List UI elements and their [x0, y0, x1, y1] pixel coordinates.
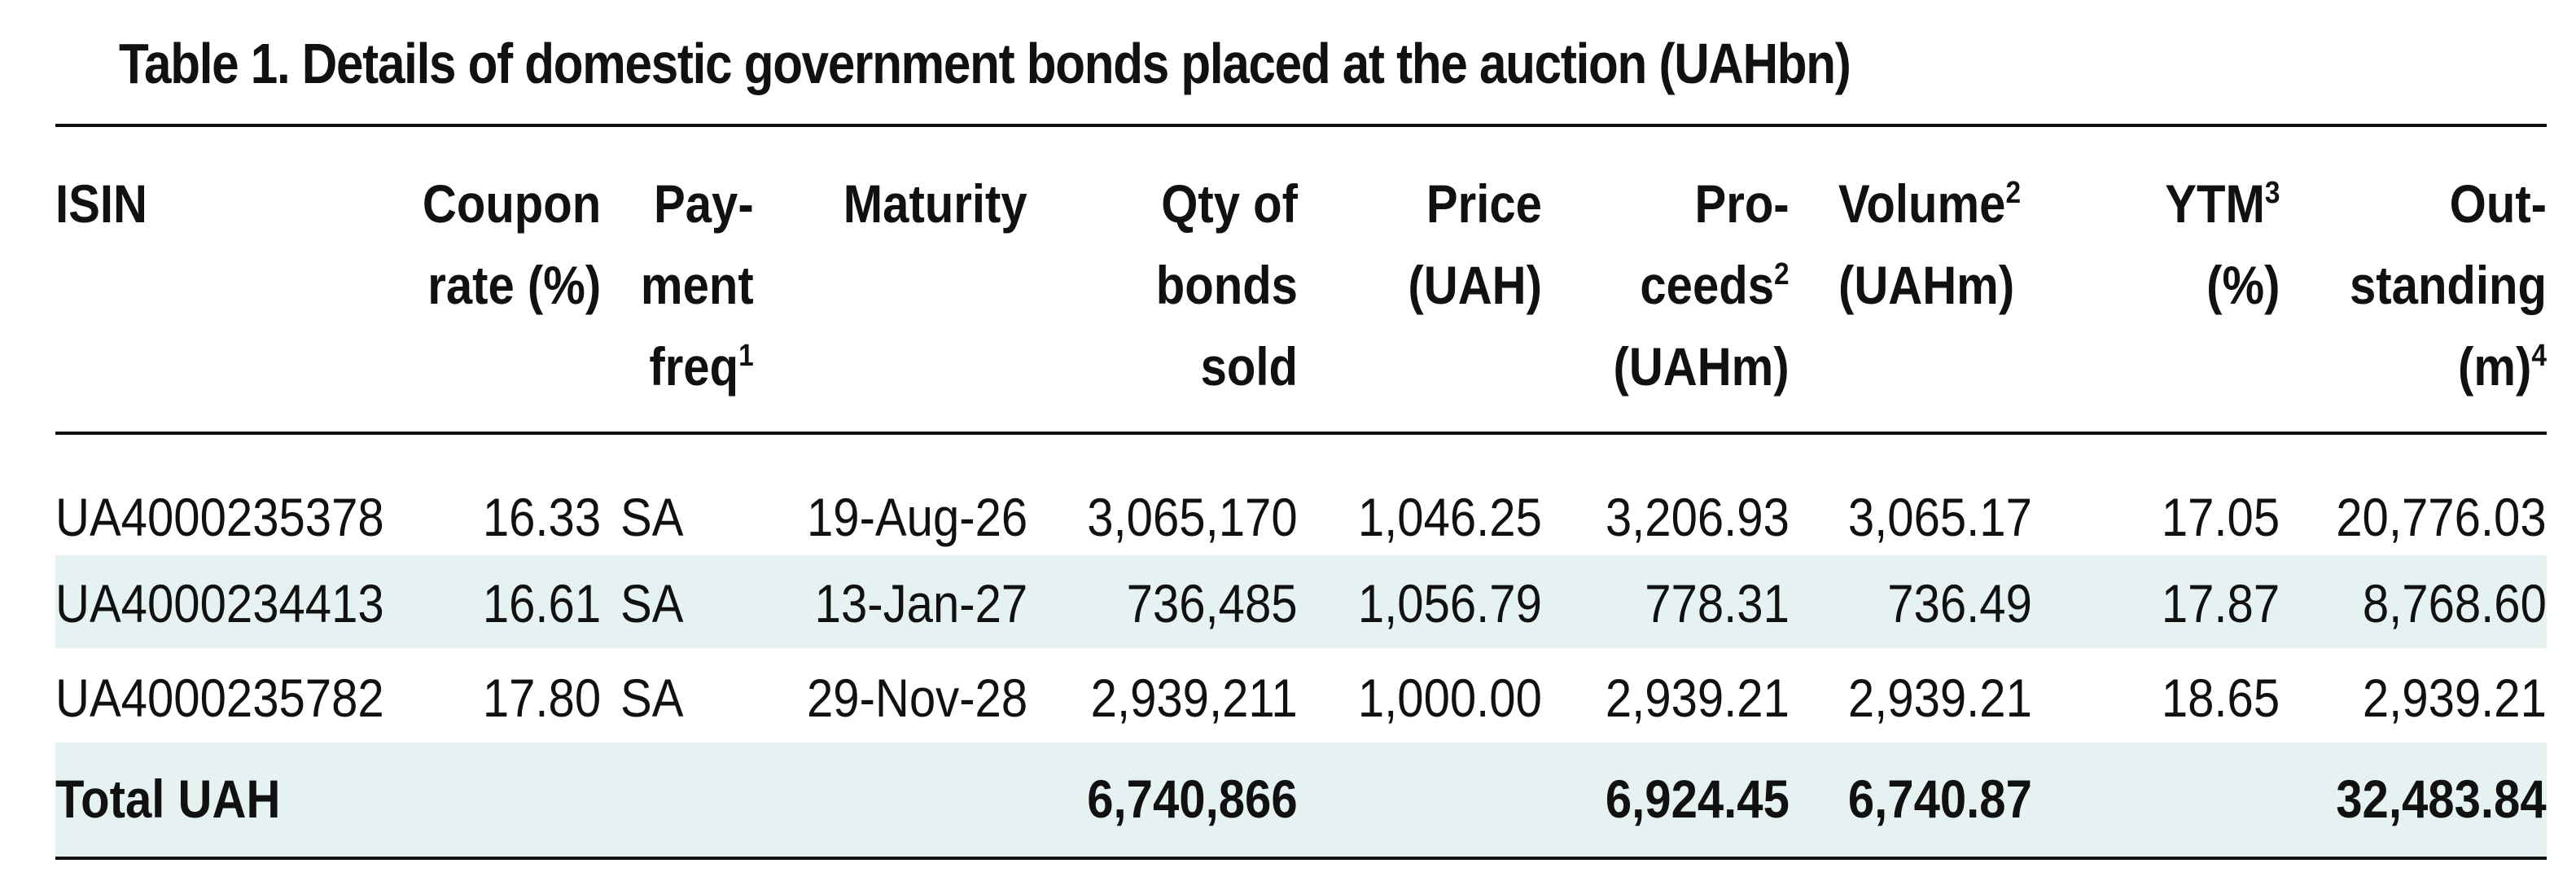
- table-row-1-coupon: 16.33: [482, 487, 601, 547]
- table-row-2-volume: 736.49: [1887, 573, 2032, 633]
- table-row-1-maturity: 19-Aug-26: [806, 487, 1027, 547]
- table-row-3-volume: 2,939.21: [1847, 668, 2032, 728]
- total-outstanding: 32,483.84: [2336, 769, 2547, 829]
- table-row-3-ytm: 18.65: [2161, 668, 2280, 728]
- header-outstanding: Out- standing (m)4: [2350, 173, 2547, 397]
- header-isin: ISIN: [55, 173, 147, 234]
- table-row-2-proceeds: 778.31: [1645, 573, 1790, 633]
- table-row-2-isin: UA4000234413: [55, 573, 384, 633]
- table-row-1-outstanding: 20,776.03: [2336, 487, 2547, 547]
- header-maturity: Maturity: [843, 173, 1027, 234]
- total-proceeds: 6,924.45: [1605, 769, 1790, 829]
- bottom-rule: [55, 857, 2547, 860]
- table-row-3-coupon: 17.80: [482, 668, 601, 728]
- header-volume: Volume2 (UAHm): [1838, 173, 2022, 315]
- table-row-2-coupon: 16.61: [482, 573, 601, 633]
- table-row-3-outstanding: 2,939.21: [2362, 668, 2547, 728]
- table-row-3-freq: SA: [620, 668, 684, 728]
- table-row-1-qty: 3,065,170: [1087, 487, 1298, 547]
- table-row-1-price: 1,046.25: [1357, 487, 1542, 547]
- total-qty: 6,740,866: [1087, 769, 1298, 829]
- total-label: Total UAH: [55, 769, 281, 829]
- header-proceeds: Pro- ceeds2 (UAHm): [1613, 173, 1790, 397]
- table-row-2-freq: SA: [620, 573, 684, 633]
- header-price: Price (UAH): [1408, 173, 1542, 315]
- table-row-3-maturity: 29-Nov-28: [806, 668, 1027, 728]
- table-row-1-proceeds: 3,206.93: [1605, 487, 1790, 547]
- table-row-1-volume: 3,065.17: [1847, 487, 2032, 547]
- top-rule: [55, 124, 2547, 127]
- header-ytm: YTM3 (%): [2164, 173, 2280, 315]
- row-2-shade: [55, 555, 2547, 648]
- total-volume: 6,740.87: [1847, 769, 2032, 829]
- header-coupon: Coupon rate (%): [422, 173, 601, 315]
- table-row-1-ytm: 17.05: [2161, 487, 2280, 547]
- table-row-3-isin: UA4000235782: [55, 668, 384, 728]
- table-title: Table 1. Details of domestic government …: [119, 32, 1851, 95]
- header-rule: [55, 432, 2547, 435]
- table-row-2-maturity: 13-Jan-27: [814, 573, 1027, 633]
- table-row-2-price: 1,056.79: [1357, 573, 1542, 633]
- table-row-1-isin: UA4000235378: [55, 487, 384, 547]
- table-row-2-ytm: 17.87: [2161, 573, 2280, 633]
- header-payment-freq: Pay- ment freq1: [641, 173, 754, 397]
- table-row-3-proceeds: 2,939.21: [1605, 668, 1790, 728]
- header-qty: Qty of bonds sold: [1155, 173, 1298, 397]
- table-row-1-freq: SA: [620, 487, 684, 547]
- table-row-2-qty: 736,485: [1127, 573, 1298, 633]
- table-row-3-price: 1,000.00: [1357, 668, 1542, 728]
- table-row-2-outstanding: 8,768.60: [2362, 573, 2547, 633]
- table-row-3-qty: 2,939,211: [1090, 668, 1298, 728]
- total-row-shade: [55, 743, 2547, 857]
